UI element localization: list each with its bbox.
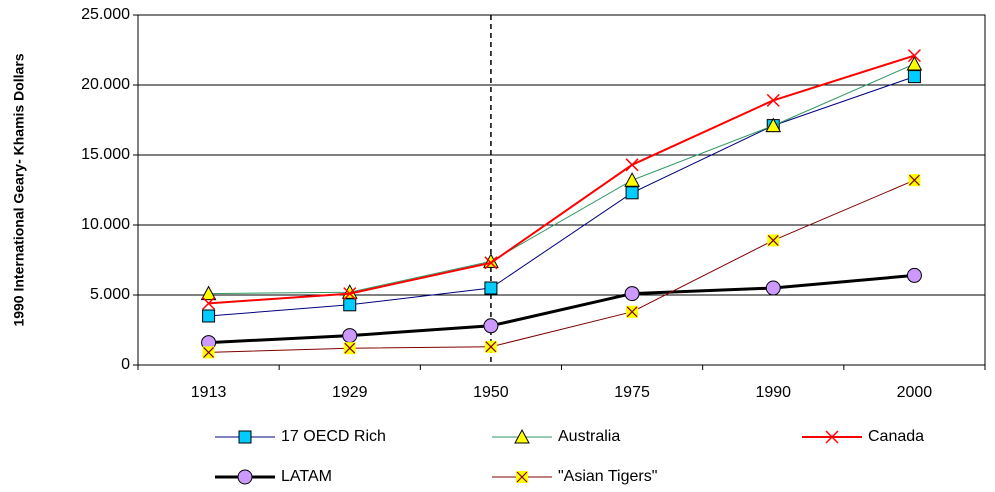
marker (624, 172, 640, 187)
legend-item: Australia (492, 428, 620, 445)
marker (202, 296, 216, 310)
marker (625, 186, 639, 200)
marker-cross (516, 471, 528, 483)
marker-cross (908, 174, 920, 186)
legend-label: "Asian Tigers" (558, 468, 657, 485)
marker (343, 298, 357, 312)
series-line (208, 273, 915, 345)
legend-item: Canada (802, 428, 924, 445)
marker (202, 346, 215, 359)
marker (767, 234, 780, 247)
y-tick-label: 20.000 (81, 76, 130, 93)
series-line (208, 179, 915, 353)
marker-cross (626, 306, 638, 318)
series (202, 174, 921, 359)
marker (341, 284, 358, 299)
series (201, 267, 922, 351)
series (202, 70, 921, 323)
marker (484, 256, 498, 270)
series (200, 55, 923, 301)
plot-border (137, 14, 986, 366)
x-tick-label: 1975 (614, 384, 650, 401)
x-tick-label: 1990 (755, 384, 791, 401)
marker (343, 287, 357, 301)
x-tick-label: 1950 (473, 384, 509, 401)
y-tick-label: 5.000 (90, 286, 130, 303)
y-tick-label: 25.000 (81, 6, 130, 23)
marker (516, 471, 528, 483)
marker (202, 309, 216, 323)
marker (238, 430, 252, 444)
y-tick-label: 10.000 (81, 216, 130, 233)
series (202, 49, 921, 310)
legend-label: Canada (868, 428, 924, 445)
y-axis-label: 1990 International Geary- Khamis Dollars (11, 53, 27, 326)
marker (237, 469, 253, 485)
marker-cross (485, 341, 497, 353)
legend-label: LATAM (281, 468, 332, 485)
series-line (208, 63, 915, 295)
marker (908, 174, 921, 187)
marker-cross (203, 346, 215, 358)
marker (766, 93, 780, 107)
marker (483, 253, 499, 268)
legend-item: "Asian Tigers" (492, 468, 657, 485)
marker (514, 428, 530, 444)
y-tick-label: 0 (121, 356, 130, 373)
marker (624, 286, 640, 302)
x-tick-label: 1929 (332, 384, 368, 401)
marker (765, 117, 782, 133)
marker (626, 305, 639, 318)
marker (907, 49, 921, 63)
marker (483, 318, 499, 334)
marker (484, 340, 497, 353)
legend-label: 17 OECD Rich (281, 428, 386, 445)
marker-cross (767, 234, 779, 246)
marker (342, 328, 358, 344)
marker (825, 430, 839, 444)
marker (906, 267, 922, 283)
marker (906, 55, 923, 71)
marker (625, 158, 639, 172)
legend-label: Australia (558, 428, 620, 445)
marker (765, 280, 781, 296)
series-line (208, 76, 915, 317)
x-tick-label: 2000 (897, 384, 933, 401)
marker (343, 342, 356, 355)
y-tick-label: 15.000 (81, 146, 130, 163)
marker (200, 285, 217, 301)
series-line (208, 54, 915, 305)
marker (907, 70, 921, 84)
legend-item: LATAM (215, 468, 332, 485)
marker-cross (344, 342, 356, 354)
x-tick-label: 1913 (191, 384, 227, 401)
marker (484, 281, 498, 295)
legend-item: 17 OECD Rich (215, 428, 386, 445)
